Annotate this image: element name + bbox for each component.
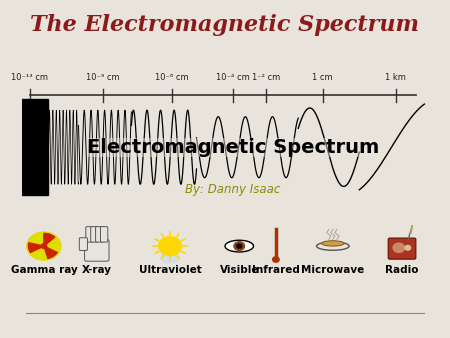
Ellipse shape	[322, 241, 344, 246]
FancyBboxPatch shape	[86, 227, 93, 242]
FancyBboxPatch shape	[91, 227, 98, 242]
Text: X-ray: X-ray	[82, 265, 112, 274]
Circle shape	[27, 232, 61, 260]
Bar	[22, 99, 48, 195]
Circle shape	[167, 252, 180, 263]
Text: Gamma ray: Gamma ray	[10, 265, 77, 274]
Text: 1 cm: 1 cm	[312, 73, 333, 82]
Wedge shape	[44, 233, 55, 246]
Text: 10⁻⁴ cm: 10⁻⁴ cm	[216, 73, 250, 82]
FancyBboxPatch shape	[388, 238, 416, 259]
Text: Ultraviolet: Ultraviolet	[139, 265, 202, 274]
Text: Infrared: Infrared	[252, 265, 300, 274]
Ellipse shape	[225, 240, 253, 252]
Circle shape	[237, 244, 242, 248]
Circle shape	[393, 243, 405, 252]
FancyBboxPatch shape	[85, 239, 109, 261]
Wedge shape	[44, 246, 57, 259]
Text: Visible: Visible	[220, 265, 259, 274]
Text: By: Danny Isaac: By: Danny Isaac	[185, 183, 281, 196]
Text: The Electromagnetic Spectrum: The Electromagnetic Spectrum	[31, 14, 419, 36]
FancyBboxPatch shape	[100, 227, 108, 242]
Circle shape	[41, 244, 47, 248]
Text: 1⁻² cm: 1⁻² cm	[252, 73, 280, 82]
Text: 10⁻¹³ cm: 10⁻¹³ cm	[11, 73, 48, 82]
Wedge shape	[28, 243, 44, 252]
Text: 10⁻⁶ cm: 10⁻⁶ cm	[155, 73, 189, 82]
Text: 10⁻⁹ cm: 10⁻⁹ cm	[86, 73, 120, 82]
Circle shape	[405, 245, 410, 250]
Ellipse shape	[316, 242, 349, 250]
Circle shape	[234, 242, 244, 250]
Circle shape	[159, 237, 181, 256]
Text: Microwave: Microwave	[301, 265, 364, 274]
Circle shape	[273, 257, 279, 262]
Text: Electromagnetic Spectrum: Electromagnetic Spectrum	[87, 138, 379, 157]
Text: 1 km: 1 km	[386, 73, 406, 82]
FancyBboxPatch shape	[95, 227, 103, 242]
Circle shape	[161, 252, 173, 263]
Text: Radio: Radio	[385, 265, 419, 274]
FancyBboxPatch shape	[79, 238, 87, 250]
